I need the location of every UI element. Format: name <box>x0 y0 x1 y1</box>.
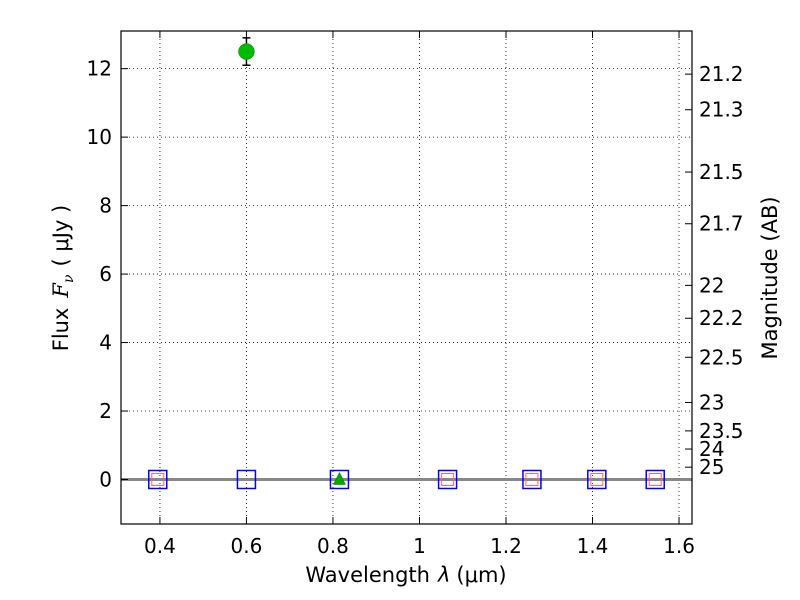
upper-limit-square <box>645 469 665 490</box>
y-tick-label: 2 <box>99 399 112 423</box>
model-square <box>441 472 455 486</box>
model-square <box>648 472 662 486</box>
upper-limit-square <box>236 469 257 490</box>
magnitude-tick-label: 25 <box>699 455 724 479</box>
y-tick-label: 4 <box>99 331 112 355</box>
magnitude-tick-label: 21.3 <box>699 98 744 122</box>
upper-limit-square <box>329 469 350 490</box>
upper-limit-square <box>587 469 607 490</box>
y2-axis-title: Magnitude (AB) <box>758 196 782 359</box>
magnitude-tick-label: 21.2 <box>699 62 744 86</box>
upper-limit-square <box>522 469 542 490</box>
y-axis-title: FluxFν( μJy ) <box>49 205 77 351</box>
magnitude-tick-label: 22.2 <box>699 306 744 330</box>
x-tick-label: 1.4 <box>577 534 609 558</box>
y-tick-label: 8 <box>99 194 112 218</box>
grid <box>121 31 692 524</box>
markers <box>148 37 665 490</box>
magnitude-tick-label: 22 <box>699 273 724 297</box>
magnitude-tick-label: 21.5 <box>699 160 744 184</box>
magnitude-tick-label: 22.5 <box>699 345 744 369</box>
y-tick-label: 6 <box>99 262 112 286</box>
upper-limit-square <box>148 469 168 490</box>
model-square <box>525 472 539 486</box>
magnitude-tick-label: 24 <box>699 437 724 461</box>
y-tick-label: 0 <box>99 467 112 491</box>
magnitude-tick-label: 23.5 <box>699 419 744 443</box>
model-square <box>590 472 604 486</box>
x-tick-label: 1.6 <box>663 534 695 558</box>
x-tick-label: 1.2 <box>490 534 522 558</box>
detection-point <box>238 43 255 60</box>
upper-limit-square <box>437 469 458 490</box>
x-tick-label: 0.4 <box>144 534 176 558</box>
x-tick-label: 1 <box>413 534 426 558</box>
model-square <box>151 472 165 486</box>
magnitude-tick-label: 21.7 <box>699 212 744 236</box>
x-axis-title: Wavelength λ (μm) <box>305 563 506 587</box>
y-tick-label: 10 <box>87 125 112 149</box>
magnitude-tick-label: 23 <box>699 390 724 414</box>
triangle-marker <box>333 471 346 485</box>
x-tick-label: 0.6 <box>231 534 263 558</box>
y-tick-label: 12 <box>87 57 112 81</box>
plot-frame <box>120 30 693 525</box>
x-tick-label: 0.8 <box>317 534 349 558</box>
